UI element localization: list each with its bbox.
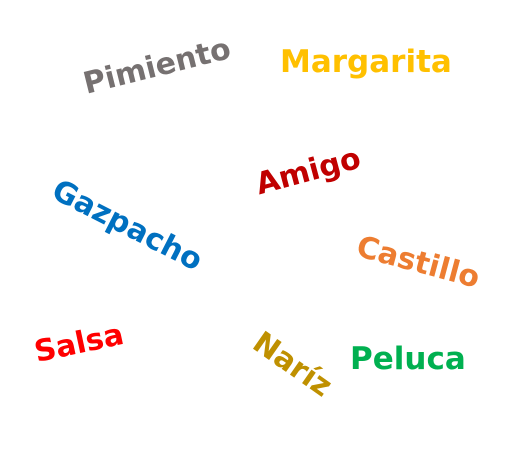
word-castillo: Castillo — [352, 229, 484, 296]
word-peluca: Peluca — [350, 341, 466, 377]
word-salsa: Salsa — [31, 317, 127, 371]
word-amigo: Amigo — [252, 140, 365, 203]
word-nariz: Naríz — [246, 325, 339, 405]
word-gazpacho: Gazpacho — [46, 172, 209, 279]
word-margarita: Margarita — [280, 44, 452, 80]
word-pimiento: Pimiento — [79, 31, 235, 102]
